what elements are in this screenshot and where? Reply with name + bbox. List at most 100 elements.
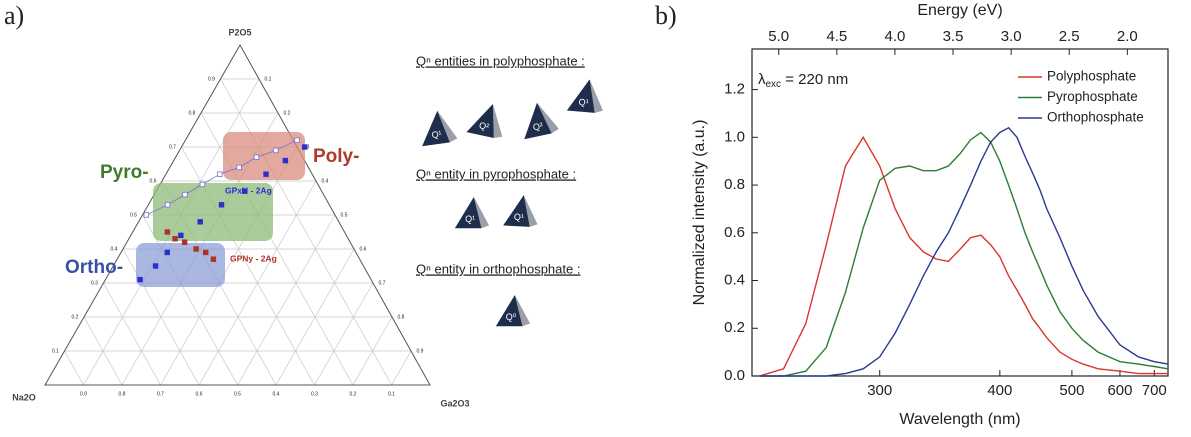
tick-label: 0.4 — [322, 178, 329, 184]
grid-line — [83, 316, 123, 386]
tetrahedron: Q² — [466, 104, 503, 138]
tetrahedron: Q¹ — [503, 195, 538, 227]
tick-label: 0.6 — [196, 391, 203, 397]
tick-label: 0.2 — [350, 391, 357, 397]
legend-label: Pyrophosphate — [1047, 89, 1138, 104]
tetra-side — [492, 104, 503, 138]
diagram-heading: Qⁿ entity in pyrophosphate : — [416, 166, 576, 181]
series-label: GPNy - 2Ag — [230, 253, 277, 263]
tick-label: 0.7 — [379, 280, 386, 286]
tick-label: 0.9 — [417, 348, 424, 354]
annotation-symbol: λ — [758, 71, 766, 88]
tetra-face — [524, 102, 552, 140]
tetra-face — [466, 104, 494, 138]
tick-label: 0.5 — [341, 212, 348, 218]
annotation-text: = 220 nm — [781, 71, 848, 88]
axis-label: Na2O — [12, 392, 36, 402]
y-tick-label: 1.0 — [724, 128, 745, 145]
tetra-face — [495, 294, 523, 327]
tick-label: 0.2 — [284, 110, 291, 116]
unit-label: Q² — [532, 121, 544, 133]
composition-point — [253, 154, 260, 160]
composition-point — [143, 212, 150, 218]
unit-label: Q¹ — [514, 212, 525, 223]
x-tick-label: 400 — [987, 382, 1012, 399]
tick-label: 0.4 — [111, 246, 118, 252]
tick-label: 0.3 — [311, 391, 318, 397]
tetrahedron: Q² — [524, 102, 559, 140]
tick-label: 0.1 — [265, 76, 272, 82]
x2-axis-label: Energy (eV) — [917, 2, 1002, 19]
unit-label: Q¹ — [465, 214, 475, 224]
x-tick-label: 700 — [1142, 382, 1167, 399]
composition-region — [153, 183, 273, 241]
composition-point — [301, 144, 308, 150]
tick-label: 0.5 — [234, 391, 241, 397]
series-label: GPxN - 2Ag — [225, 185, 272, 195]
composition-point — [164, 202, 171, 208]
composition-point — [241, 188, 248, 194]
x-tick-label: 500 — [1059, 382, 1084, 399]
tetrahedron: Q¹ — [566, 79, 603, 113]
tetra-face — [422, 110, 450, 147]
y-tick-label: 0.8 — [724, 176, 745, 193]
y-axis-label: Normalized intensity (a.u.) — [691, 120, 708, 306]
x2-tick-label: 4.0 — [884, 28, 905, 45]
x2-tick-label: 5.0 — [768, 28, 789, 45]
unit-label: Q² — [478, 120, 490, 132]
composition-region — [136, 243, 225, 287]
composition-point — [152, 263, 159, 269]
tetra-face — [566, 79, 595, 113]
region-label: Poly- — [313, 146, 359, 167]
tick-label: 0.8 — [398, 314, 405, 320]
composition-point — [172, 236, 178, 242]
grid-line — [275, 248, 355, 386]
tetrahedron: Q¹ — [422, 110, 458, 147]
unit-label: Q⁰ — [506, 312, 517, 322]
composition-point — [164, 249, 170, 256]
grid-line — [103, 282, 161, 386]
tetrahedron: Q⁰ — [495, 294, 531, 327]
composition-region — [223, 132, 305, 180]
x2-tick-label: 2.0 — [1117, 28, 1138, 45]
tetra-side — [589, 79, 603, 113]
series-line — [759, 126, 1169, 377]
x2-tick-label: 4.5 — [826, 28, 847, 45]
tetra-side — [437, 110, 458, 143]
panel-label: b) — [655, 1, 677, 30]
tetra-face — [454, 196, 482, 229]
tetrahedron: Q¹ — [454, 196, 490, 229]
composition-point — [203, 249, 209, 256]
tetra-side — [536, 102, 559, 134]
tick-label: 0.9 — [80, 391, 87, 397]
x-tick-label: 600 — [1107, 382, 1132, 399]
unit-label: Q¹ — [578, 97, 589, 108]
grid-line — [160, 146, 298, 386]
composition-point — [178, 232, 184, 239]
tick-label: 0.7 — [169, 144, 176, 150]
composition-point — [263, 171, 269, 177]
diagram-heading: Qⁿ entity in orthophosphate : — [416, 261, 580, 276]
grid-line — [122, 248, 200, 386]
region-label: Ortho- — [65, 257, 123, 278]
tick-label: 0.3 — [91, 280, 98, 286]
axis-label: P2O5 — [228, 27, 251, 37]
composition-point — [164, 229, 171, 235]
tick-label: 0.1 — [52, 348, 59, 354]
grid-line — [64, 350, 84, 386]
composition-point — [199, 181, 206, 188]
composition-point — [294, 137, 300, 143]
legend-label: Polyphosphate — [1047, 69, 1136, 84]
grid-line — [220, 78, 392, 386]
tetra-side — [514, 294, 531, 327]
series-line — [759, 135, 1168, 377]
tick-label: 0.6 — [360, 246, 367, 252]
plot-frame — [751, 48, 1169, 377]
composition-point — [218, 202, 225, 208]
tick-label: 0.2 — [72, 314, 79, 320]
composition-point — [197, 219, 203, 225]
tick-label: 0.4 — [273, 391, 280, 397]
x2-tick-label: 3.0 — [1001, 28, 1022, 45]
x2-tick-label: 2.5 — [1059, 28, 1080, 45]
